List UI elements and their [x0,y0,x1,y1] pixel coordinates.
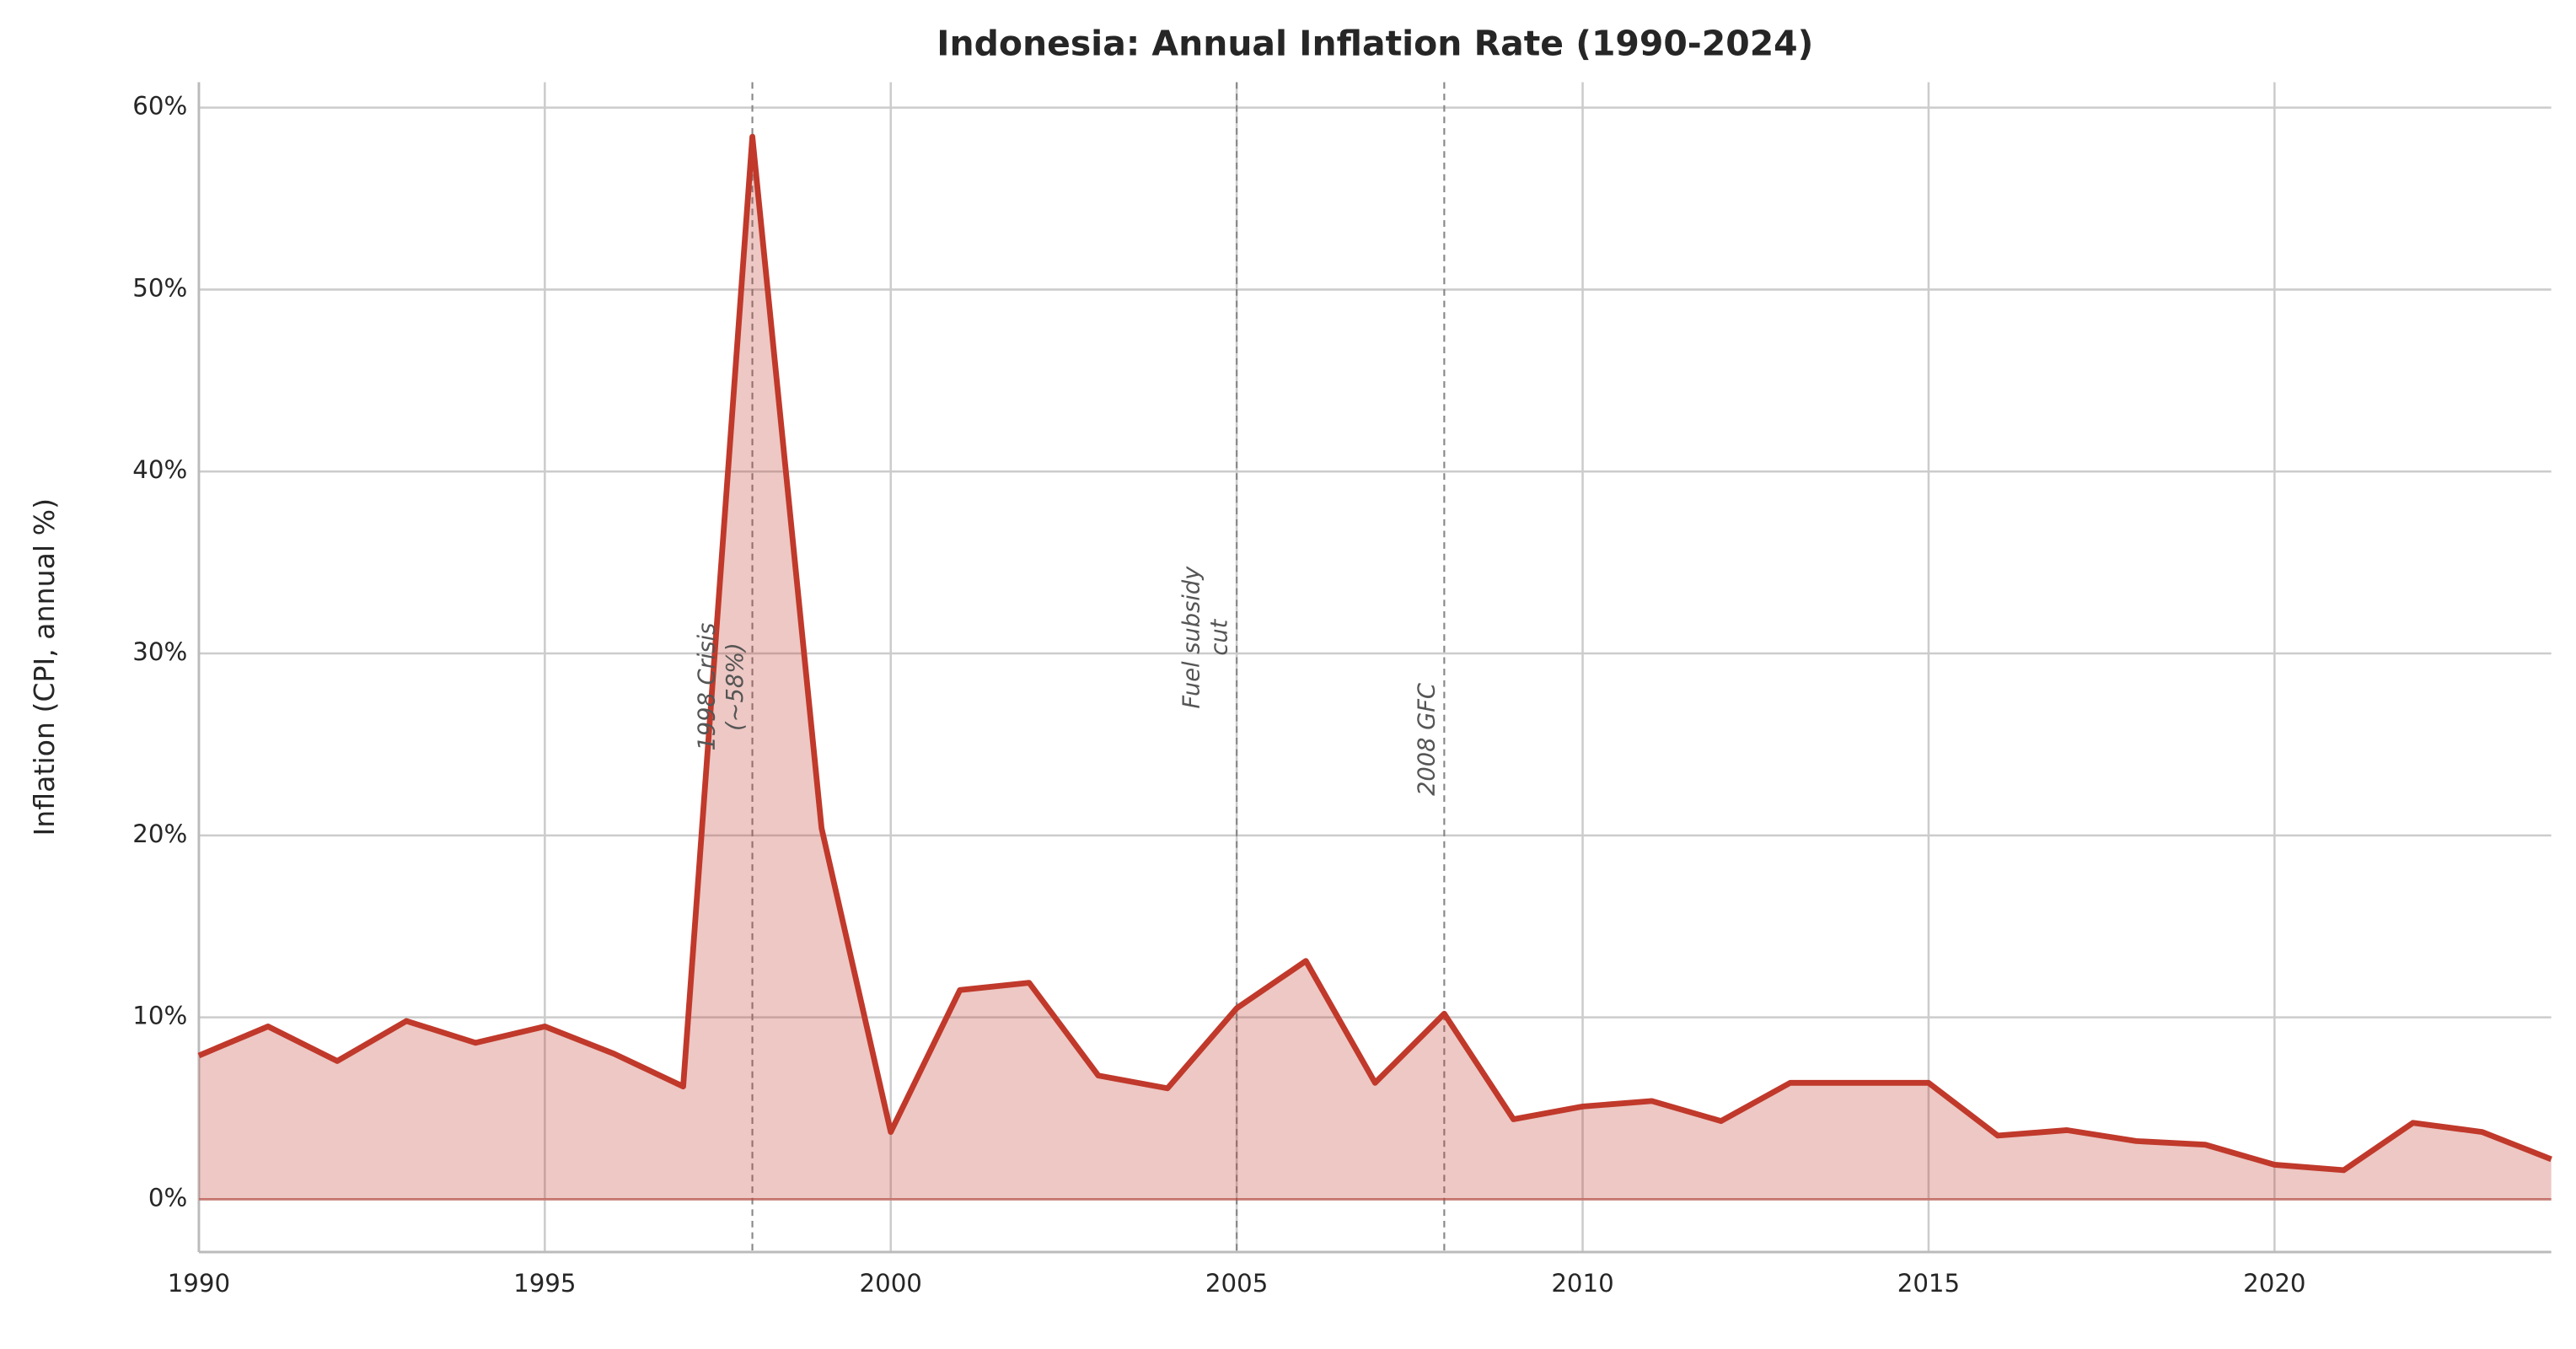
area [198,137,2552,1200]
annotation: 2008 GFC [1414,683,1441,796]
annotation: 1998 Crisis (~58%) [695,623,749,751]
y-tick-label: 20% [132,820,187,848]
annotation-text: Fuel subsidy [1178,566,1205,709]
x-tick-label: 2000 [860,1269,922,1298]
x-tick-label: 1995 [513,1269,576,1298]
annotation-text: 2008 GFC [1414,683,1441,796]
x-tick-label: 2015 [1897,1269,1960,1298]
chart-title: Indonesia: Annual Inflation Rate (1990-2… [936,24,1813,64]
y-tick-label: 30% [132,637,187,666]
annotation-text: cut [1206,618,1232,655]
y-tick-label: 40% [132,455,187,484]
line [197,133,2552,1174]
x-tick-label: 1990 [168,1269,230,1298]
annotation-text: 1998 Crisis [695,623,721,751]
y-tick-label: 0% [148,1183,187,1212]
y-tick-label: 50% [132,273,187,302]
y-tick-label: 10% [132,1002,187,1030]
x-tick-label: 2005 [1205,1269,1268,1298]
y-axis-label: Inflation (CPI, annual %) [28,498,61,836]
y-tick-label: 60% [132,92,187,121]
x-tick-label: 2010 [1551,1269,1613,1298]
x-tick-label: 2020 [2243,1269,2305,1298]
annotation-text: (~58%) [722,642,749,731]
annotation: Fuel subsidy cut [1178,566,1232,709]
